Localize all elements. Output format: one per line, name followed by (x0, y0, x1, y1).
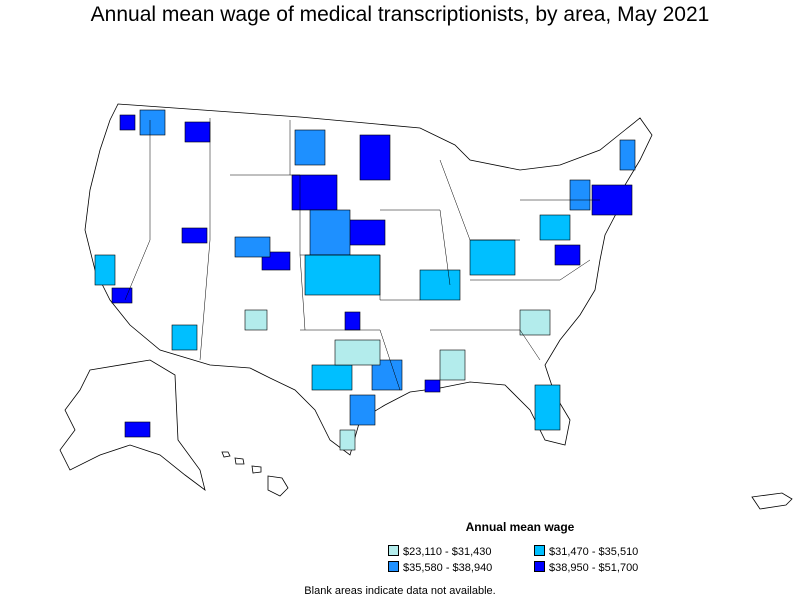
area-alaska-south (124, 421, 151, 438)
area-virginia (539, 214, 571, 241)
area-idaho-north (184, 121, 211, 143)
area-louisiana (424, 379, 441, 393)
area-iowa-central (344, 219, 386, 246)
area-fills (94, 109, 636, 451)
legend-item-2: $31,470 - $35,510 (534, 545, 638, 558)
legend-swatch-2 (534, 545, 545, 556)
area-california-south (111, 287, 133, 304)
legend-swatch-1 (388, 545, 399, 556)
area-new-york (569, 179, 591, 211)
area-texas-west (311, 364, 353, 391)
area-carolinas (519, 309, 551, 336)
legend-title: Annual mean wage (465, 520, 575, 534)
area-wyoming-east (234, 236, 271, 258)
area-montana-north (294, 129, 326, 166)
area-maine (619, 139, 636, 171)
boundary-lines (124, 118, 600, 391)
legend-swatch-3 (388, 561, 399, 572)
area-mid-atlantic (554, 244, 581, 266)
area-oklahoma (344, 311, 361, 331)
area-minnesota (359, 134, 391, 181)
area-texas-south (349, 394, 376, 426)
area-mississippi (439, 349, 466, 381)
area-kansas (304, 254, 381, 296)
puerto-rico-outline (751, 492, 793, 510)
legend-label-4: $38,950 - $51,700 (549, 562, 639, 574)
footnote: Blank areas indicate data not available. (304, 585, 496, 597)
legend-item-1: $23,110 - $31,430 (388, 545, 491, 558)
area-north-dakota-east (291, 174, 338, 211)
area-ohio-valley (469, 239, 516, 276)
area-texas-coast (339, 429, 356, 451)
area-new-mexico (244, 309, 268, 331)
area-dakota-south (309, 209, 351, 256)
legend-label-3: $35,580 - $38,940 (403, 562, 493, 574)
area-washington-east (139, 109, 166, 136)
legend-item-3: $35,580 - $38,940 (388, 561, 492, 574)
area-utah (181, 227, 208, 244)
legend-label-1: $23,110 - $31,430 (403, 546, 492, 558)
area-oklahoma-east (334, 339, 381, 366)
legend-item-4: $38,950 - $51,700 (534, 561, 638, 574)
area-california-central (94, 254, 116, 286)
map-title: Annual mean wage of medical transcriptio… (90, 3, 710, 26)
area-arizona (171, 324, 198, 351)
hawaii-outline (221, 451, 289, 497)
area-washington-west (119, 114, 136, 131)
legend-swatch-4 (534, 561, 545, 572)
legend-label-2: $31,470 - $35,510 (549, 546, 639, 558)
area-florida (534, 384, 561, 431)
area-missouri (419, 269, 461, 301)
